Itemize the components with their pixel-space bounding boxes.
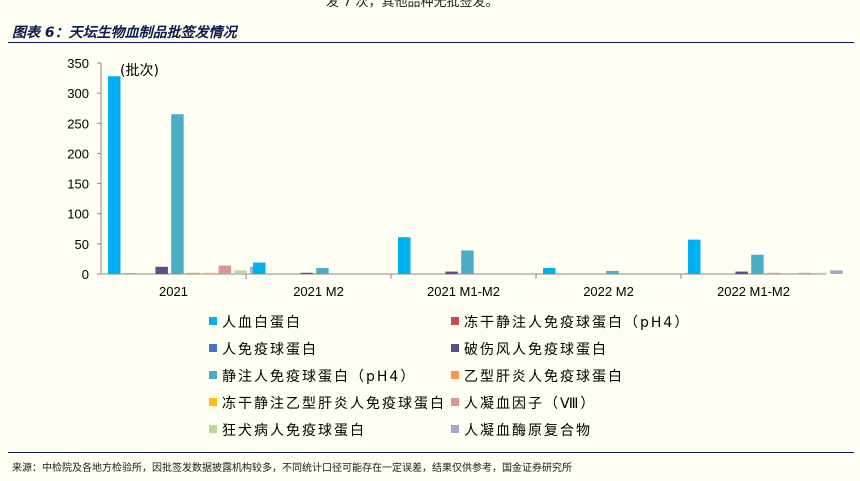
bar xyxy=(234,270,247,274)
bar xyxy=(606,270,619,274)
bar xyxy=(398,237,411,274)
bar xyxy=(300,272,313,274)
y-tick-label: 350 xyxy=(67,56,89,71)
legend-swatch xyxy=(451,344,459,352)
legend-label: 狂犬病人免疫球蛋白 xyxy=(222,423,366,439)
bar xyxy=(445,271,458,274)
legend-swatch xyxy=(209,317,217,325)
bar xyxy=(171,114,184,274)
legend-label: 人凝血酶原复合物 xyxy=(464,422,592,439)
legend-label: 乙型肝炎人免疫球蛋白 xyxy=(464,369,624,385)
figure-title: 图表 6：天坛生物血制品批签发情况 xyxy=(12,25,237,41)
footer-divider xyxy=(8,452,854,453)
bar xyxy=(767,272,780,274)
legend-label: 冻干静注人免疫球蛋白（pH4） xyxy=(464,314,690,331)
legend-label: 破伤风人免疫球蛋白 xyxy=(464,342,608,358)
legend-label: 人凝血因子（Ⅷ） xyxy=(464,396,596,412)
legend-swatch xyxy=(451,398,459,406)
previous-paragraph-tail: 发 7 次，其他品种无批签发。 xyxy=(326,0,499,10)
bar xyxy=(524,272,537,274)
legend-label: 人免疫球蛋白 xyxy=(222,342,318,358)
bar xyxy=(751,254,764,274)
bar xyxy=(155,266,168,274)
x-tick-label: 2021 M2 xyxy=(293,284,344,299)
bar xyxy=(123,273,137,274)
legend-swatch xyxy=(451,317,459,325)
y-tick-label: 300 xyxy=(67,86,89,101)
bar xyxy=(461,250,474,274)
bar xyxy=(202,272,216,274)
bar xyxy=(543,267,556,274)
bar xyxy=(798,272,812,274)
y-tick-label: 250 xyxy=(67,116,89,131)
bar xyxy=(735,271,748,274)
legend-swatch xyxy=(209,371,217,379)
x-tick-label: 2021 xyxy=(159,284,188,299)
bar xyxy=(108,76,121,275)
bar xyxy=(814,272,827,274)
legend-swatch xyxy=(209,344,217,352)
y-tick-label: 150 xyxy=(67,177,89,192)
bar xyxy=(218,265,232,274)
legend-swatch xyxy=(209,398,217,406)
y-axis-label: (批次) xyxy=(120,63,159,79)
x-tick-label: 2021 M1-M2 xyxy=(427,284,500,299)
legend-swatch xyxy=(451,425,459,433)
legend-swatch xyxy=(209,425,217,433)
legend-label: 静注人免疫球蛋白（pH4） xyxy=(222,369,416,385)
bar xyxy=(316,267,329,274)
source-note: 来源：中检院及各地方检验所，因批签发数据披露机构较多，不同统计口径可能存在一定误… xyxy=(12,463,572,474)
legend-swatch xyxy=(451,371,459,379)
title-divider xyxy=(8,42,854,43)
x-tick-label: 2022 M1-M2 xyxy=(717,284,790,299)
y-tick-label: 200 xyxy=(67,146,89,161)
bar xyxy=(830,270,843,274)
legend-label: 冻干静注乙型肝炎人免疫球蛋白 xyxy=(222,395,446,412)
y-tick-label: 0 xyxy=(82,267,89,282)
legend-label: 人血白蛋白 xyxy=(222,315,302,331)
y-tick-label: 100 xyxy=(67,207,89,222)
bar xyxy=(253,262,266,274)
x-tick-label: 2022 M2 xyxy=(583,284,634,299)
y-tick-label: 50 xyxy=(75,237,89,252)
bar xyxy=(688,239,701,274)
bar xyxy=(187,272,200,274)
